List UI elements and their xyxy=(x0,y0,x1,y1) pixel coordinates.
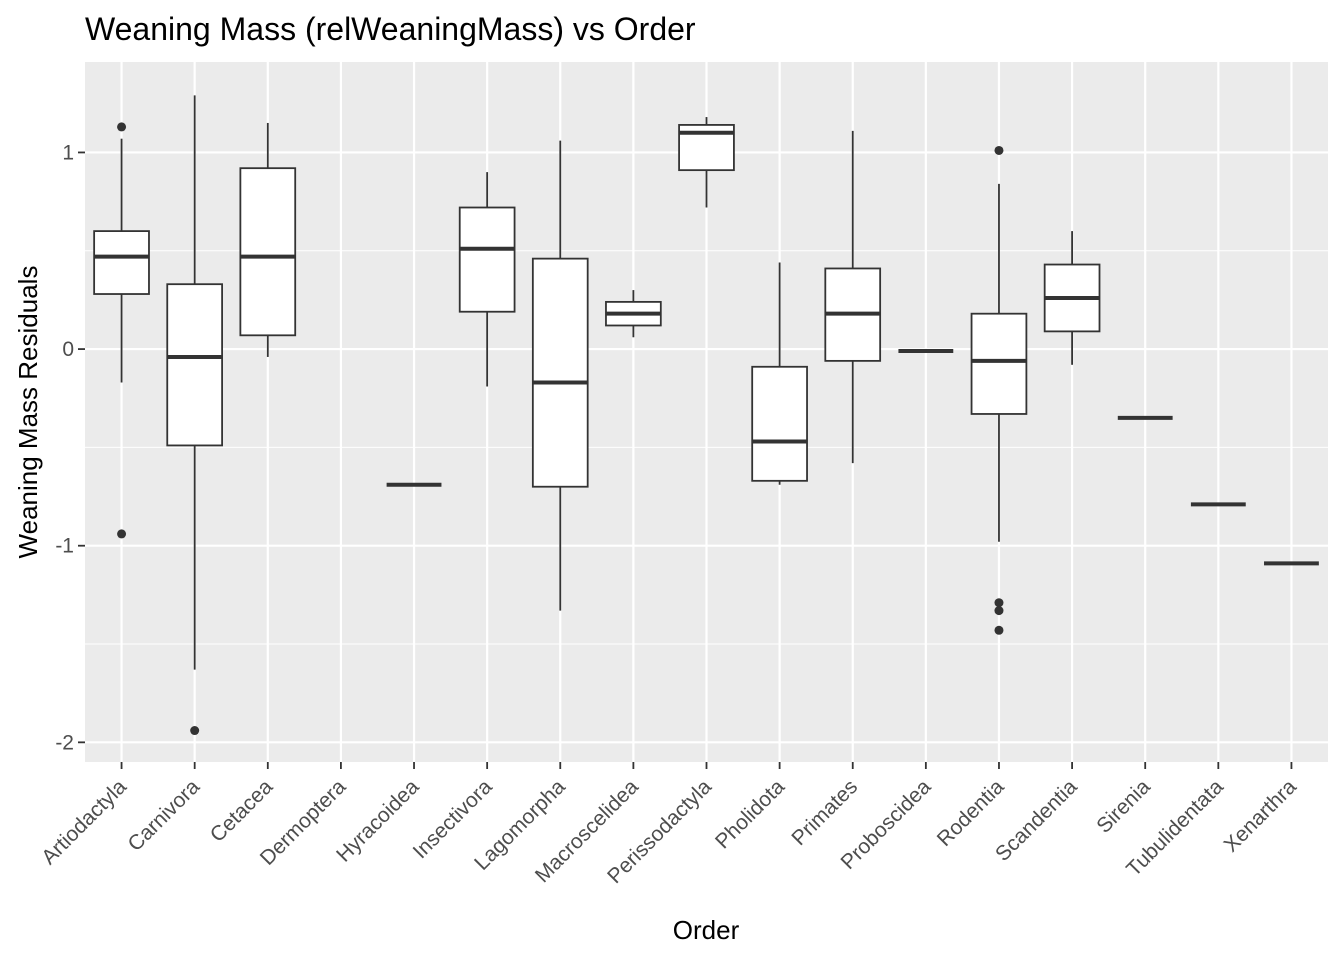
box-insectivora xyxy=(458,172,516,387)
chart-title: Weaning Mass (relWeaningMass) vs Order xyxy=(85,11,696,47)
box-carnivora xyxy=(166,95,223,736)
outlier-point xyxy=(994,145,1004,155)
x-tick-label: Artiodactyla xyxy=(37,775,131,869)
x-tick-label: Sirenia xyxy=(1092,775,1155,838)
iqr-box xyxy=(93,230,150,295)
outlier-point xyxy=(117,529,127,539)
x-tick-label: Pholidota xyxy=(711,775,789,853)
y-tick-label: -1 xyxy=(55,535,74,558)
box-lagomorpha xyxy=(531,140,589,611)
outlier-point xyxy=(994,625,1004,635)
outlier-point xyxy=(190,726,200,736)
box-pholidota xyxy=(751,262,808,485)
y-tick-label: 1 xyxy=(62,141,74,164)
x-tick-label: Xenarthra xyxy=(1219,775,1301,857)
box-scandentia xyxy=(1043,231,1101,365)
iqr-box xyxy=(239,167,297,337)
iqr-box xyxy=(166,283,223,447)
iqr-box xyxy=(458,206,516,313)
iqr-box xyxy=(970,312,1028,415)
x-tick-label: Carnivora xyxy=(124,775,205,856)
outlier-point xyxy=(994,598,1004,608)
x-axis-title: Order xyxy=(673,915,740,945)
box-artiodactyla xyxy=(93,122,150,539)
iqr-box xyxy=(751,365,808,482)
iqr-box xyxy=(531,257,589,488)
outlier-point xyxy=(994,606,1004,616)
box-macroscelidea xyxy=(605,290,662,338)
box-perissodactyla xyxy=(678,117,735,208)
box-cetacea xyxy=(239,122,297,357)
y-axis-title: Weaning Mass Residuals xyxy=(13,266,43,559)
x-tick-label: Primates xyxy=(787,775,862,850)
y-axis: -2 -1 0 1 xyxy=(55,141,85,754)
x-tick-label: Rodentia xyxy=(933,775,1009,851)
y-tick-label: -2 xyxy=(55,731,74,754)
box-series xyxy=(93,95,1319,736)
box-primates xyxy=(824,130,882,464)
y-tick-label: 0 xyxy=(62,338,74,361)
x-tick-label: Cetacea xyxy=(206,775,278,847)
box-rodentia xyxy=(970,145,1028,635)
outlier-point xyxy=(117,122,127,132)
